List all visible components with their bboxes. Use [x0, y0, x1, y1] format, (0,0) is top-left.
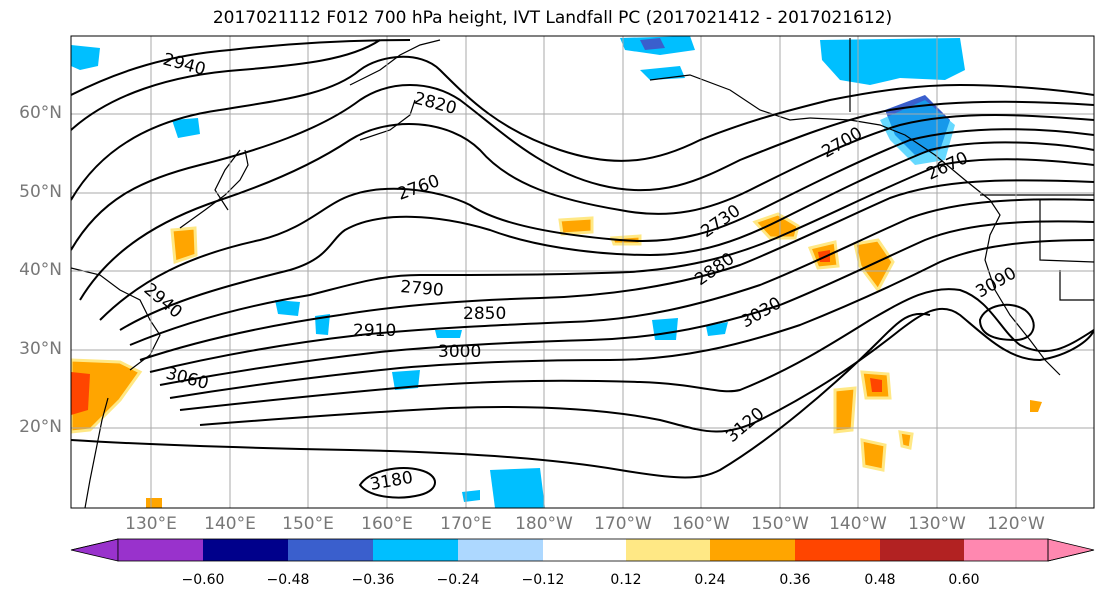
lon-label: 140°W: [829, 514, 887, 534]
colorbar-bin: [373, 539, 458, 561]
colorbar-bin: [795, 539, 880, 561]
colorbar-bin: [626, 539, 710, 561]
svg-text:2850: 2850: [463, 304, 506, 324]
lon-label: 130°E: [125, 514, 177, 534]
colorbar-tick-label: 0.60: [948, 572, 980, 588]
svg-text:2790: 2790: [400, 277, 445, 301]
lon-label: 180°W: [515, 514, 573, 534]
lon-label: 160°E: [361, 514, 413, 534]
lon-label: 160°W: [672, 514, 730, 534]
colorbar-tick-label: −0.60: [181, 572, 225, 588]
colorbar-tick-label: −0.36: [351, 572, 395, 588]
colorbar-bin: [710, 539, 795, 561]
lat-label: 40°N: [19, 260, 62, 280]
lat-label: 60°N: [19, 103, 62, 123]
svg-text:3000: 3000: [438, 342, 481, 362]
lon-label: 140°E: [204, 514, 256, 534]
colorbar-tick-label: −0.48: [266, 572, 310, 588]
lon-label: 130°W: [908, 514, 966, 534]
lon-label: 150°E: [282, 514, 334, 534]
lon-label: 170°W: [594, 514, 652, 534]
lat-label: 50°N: [19, 182, 62, 202]
colorbar-tick-label: 0.24: [694, 572, 726, 588]
colorbar-bin: [964, 539, 1048, 561]
height-contours: [71, 39, 1094, 499]
colorbar: [70, 538, 1095, 562]
lat-label: 20°N: [19, 417, 62, 437]
lon-label: 120°W: [987, 514, 1045, 534]
colorbar-tick-label: −0.12: [521, 572, 565, 588]
map-frame: [70, 35, 1095, 509]
lon-label: 170°E: [440, 514, 492, 534]
colorbar-bin: [203, 539, 288, 561]
colorbar-upper-extend: [1047, 538, 1095, 562]
colorbar-bin: [458, 539, 543, 561]
colorbar-lower-extend: [70, 538, 119, 562]
map-title: 2017021112 F012 700 hPa height, IVT Land…: [212, 8, 893, 28]
colorbar-bin: [118, 539, 203, 561]
colorbar-bin: [880, 539, 964, 561]
colorbar-bin: [543, 539, 626, 561]
colorbar-tick-label: −0.24: [436, 572, 480, 588]
colorbar-tick-label: 0.12: [610, 572, 642, 588]
colorbar-tick-label: 0.48: [864, 572, 896, 588]
lon-label: 150°W: [751, 514, 809, 534]
lat-label: 30°N: [19, 339, 62, 359]
colorbar-bin: [288, 539, 373, 561]
colorbar-tick-label: 0.36: [779, 572, 811, 588]
svg-text:2910: 2910: [353, 321, 396, 341]
